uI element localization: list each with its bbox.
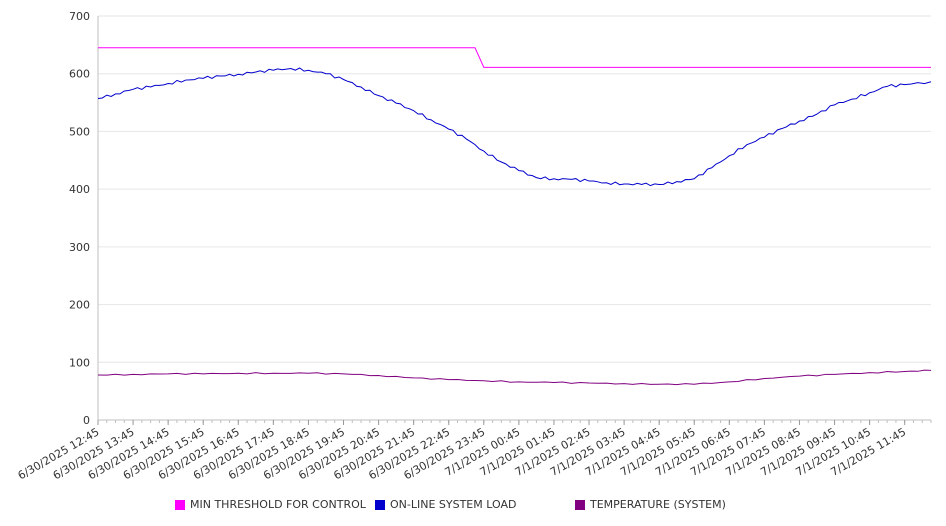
legend-label-system-load: ON-LINE SYSTEM LOAD <box>390 498 517 511</box>
legend: MIN THRESHOLD FOR CONTROL ON-LINE SYSTEM… <box>0 498 946 514</box>
y-tick-label: 500 <box>69 125 90 138</box>
legend-swatch-temperature <box>575 499 585 510</box>
series-layer <box>97 47 932 386</box>
legend-swatch-system-load <box>375 499 385 510</box>
legend-swatch-threshold <box>175 499 185 510</box>
series-line-0 <box>98 47 931 68</box>
y-tick-label: 100 <box>69 356 90 369</box>
y-tick-label: 600 <box>69 68 90 81</box>
legend-label-threshold: MIN THRESHOLD FOR CONTROL <box>190 498 366 511</box>
grid-layer <box>98 15 931 363</box>
series-line-2 <box>97 369 932 386</box>
series-line-1 <box>97 67 932 187</box>
legend-label-temperature: TEMPERATURE (SYSTEM) <box>590 498 726 511</box>
y-tick-label: 0 <box>83 414 90 427</box>
y-tick-label: 300 <box>69 241 90 254</box>
y-tick-label: 700 <box>69 10 90 23</box>
legend-item-threshold[interactable]: MIN THRESHOLD FOR CONTROL <box>175 498 366 511</box>
legend-item-temperature[interactable]: TEMPERATURE (SYSTEM) <box>575 498 726 511</box>
y-tick-label: 400 <box>69 183 90 196</box>
legend-item-system-load[interactable]: ON-LINE SYSTEM LOAD <box>375 498 516 511</box>
y-tick-label: 200 <box>69 299 90 312</box>
